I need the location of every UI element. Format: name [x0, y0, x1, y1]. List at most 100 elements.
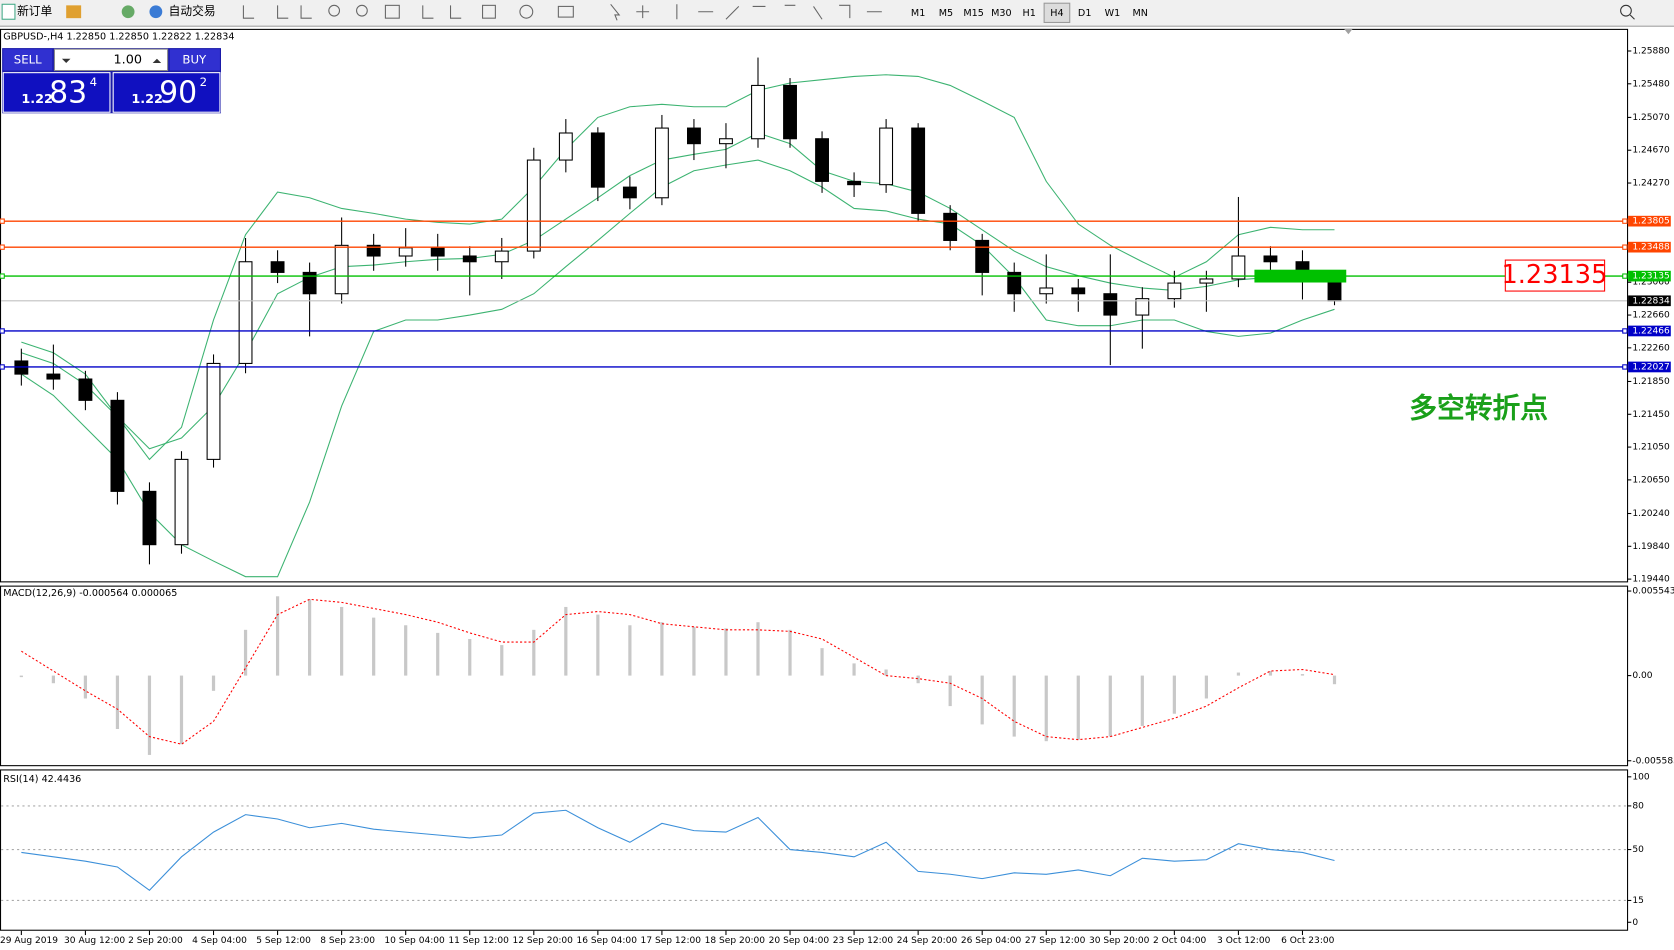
- icon[interactable]: [422, 5, 462, 19]
- bid-small: 4: [90, 75, 97, 89]
- icon[interactable]: [482, 4, 496, 19]
- bid-big: 1.22: [21, 92, 53, 107]
- timeframe-button[interactable]: M1: [911, 8, 925, 19]
- y-tick-label: 1.21450: [1632, 410, 1670, 420]
- candle-body: [847, 180, 862, 186]
- x-tick-label: 2 Sep 20:00: [128, 936, 183, 946]
- ask-box[interactable]: [112, 72, 221, 113]
- y-tick-label: 1.23060: [1632, 278, 1670, 288]
- macd-bar: [756, 622, 760, 676]
- candle-body: [270, 261, 285, 273]
- macd-bar: [340, 606, 344, 676]
- level-handle: [0, 218, 5, 224]
- level-label: 1.23135: [1632, 272, 1669, 282]
- candle-body: [1135, 298, 1150, 316]
- macd-bar: [1076, 675, 1080, 740]
- level-handle: [0, 244, 5, 250]
- tool-icons[interactable]: [242, 3, 882, 21]
- macd-bar: [1108, 675, 1112, 737]
- sell-button[interactable]: [3, 49, 53, 71]
- candle-body: [1167, 282, 1182, 300]
- chart-header: GBPUSD-,H4 1.22850 1.22850 1.22822 1.228…: [3, 31, 234, 42]
- timeframe-button[interactable]: H4: [1050, 8, 1063, 19]
- timeframe-button[interactable]: H1: [1022, 8, 1035, 19]
- macd-bar: [788, 629, 792, 676]
- x-tick-label: 26 Sep 04:00: [961, 936, 1022, 946]
- button-label[interactable]: 新订单: [17, 4, 52, 18]
- y-tick-label: 15: [1632, 896, 1644, 906]
- lot-down[interactable]: [61, 58, 71, 64]
- macd-bar: [1268, 671, 1273, 676]
- level-zone: [1254, 269, 1347, 283]
- y-tick-label: 50: [1632, 845, 1644, 855]
- buy-label[interactable]: BUY: [182, 52, 207, 66]
- timeframe-button[interactable]: M15: [963, 8, 984, 19]
- icon[interactable]: [519, 4, 534, 19]
- bollinger-upper: [21, 74, 1335, 461]
- x-tick-label: 10 Sep 04:00: [384, 936, 445, 946]
- candle-body: [1231, 255, 1246, 280]
- x-tick-label: 30 Aug 12:00: [64, 936, 125, 946]
- y-tick-label: 1.19440: [1632, 575, 1670, 585]
- price-callout-box: [1504, 259, 1606, 292]
- timeframe-button[interactable]: W1: [1105, 8, 1121, 19]
- candle-body: [142, 490, 157, 546]
- icon[interactable]: [557, 5, 574, 18]
- macd-bar: [532, 629, 536, 676]
- macd-bar: [83, 675, 88, 699]
- ask-small: 2: [200, 75, 207, 89]
- level-handle: [0, 364, 5, 370]
- icon[interactable]: [384, 4, 400, 19]
- candle-body: [1263, 255, 1278, 263]
- icon[interactable]: [242, 5, 312, 19]
- icon[interactable]: [66, 5, 82, 19]
- macd-bar: [436, 632, 440, 676]
- sell-label[interactable]: SELL: [14, 52, 42, 66]
- lot-up[interactable]: [152, 58, 162, 64]
- candle-body: [719, 138, 733, 145]
- icon: [149, 5, 163, 19]
- y-tick-label: 1.21050: [1632, 443, 1670, 453]
- macd-title: MACD(12,26,9) -0.000564 0.000065: [3, 588, 177, 599]
- timeframe-button[interactable]: D1: [1078, 8, 1092, 19]
- macd-bar: [1204, 675, 1208, 699]
- y-tick-label: 1.21850: [1632, 377, 1670, 387]
- timeframe-button[interactable]: M5: [939, 8, 953, 19]
- y-tick-label: 0: [1632, 918, 1638, 928]
- lot-value[interactable]: 1.00: [114, 52, 142, 67]
- icon[interactable]: [610, 3, 882, 21]
- search-icon[interactable]: [1620, 4, 1632, 17]
- icon[interactable]: [328, 4, 341, 17]
- y-tick-label: 1.24670: [1632, 146, 1670, 156]
- level-label: 1.22466: [1632, 326, 1670, 336]
- active-timeframe[interactable]: [1043, 2, 1071, 23]
- level-label: 1.23488: [1632, 243, 1670, 253]
- timeframe-button[interactable]: MN: [1132, 8, 1147, 19]
- new-order-button[interactable]: 新订单: [1, 3, 53, 20]
- toolbar: [0, 0, 1674, 26]
- icon[interactable]: [356, 4, 368, 17]
- macd-bar: [372, 617, 376, 676]
- y-tick-label: 1.25480: [1632, 79, 1670, 89]
- timeframe-bar: M1 M5 M15 M30 H1 H4 D1 W1 MN: [911, 2, 1148, 23]
- auto-trade-button[interactable]: 自动交易: [149, 4, 216, 19]
- buy-button[interactable]: [169, 49, 220, 71]
- y-tick-label: 1.22260: [1632, 343, 1670, 353]
- macd-bar: [628, 625, 632, 676]
- macd-bar: [51, 675, 55, 684]
- timeframe-button[interactable]: M30: [991, 8, 1012, 19]
- x-tick-label: 11 Sep 12:00: [448, 936, 509, 946]
- icon[interactable]: [121, 5, 135, 19]
- macd-bar: [916, 675, 920, 684]
- level-label-bg: [1628, 295, 1671, 307]
- button-label[interactable]: 自动交易: [169, 4, 216, 18]
- x-tick-label: 3 Oct 12:00: [1217, 936, 1271, 946]
- search-icon[interactable]: [1629, 14, 1635, 20]
- macd-bar: [692, 626, 696, 676]
- x-tick-label: 23 Sep 12:00: [833, 936, 894, 946]
- x-tick-label: 20 Sep 04:00: [769, 936, 830, 946]
- lot-input[interactable]: [53, 48, 169, 72]
- bid-box[interactable]: [2, 72, 111, 113]
- level-handle: [1622, 218, 1628, 224]
- macd-bar: [115, 675, 120, 729]
